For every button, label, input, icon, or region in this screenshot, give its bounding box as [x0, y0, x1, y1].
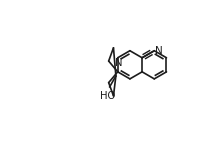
Text: N: N: [115, 58, 123, 68]
Text: N: N: [155, 46, 163, 56]
Text: HO: HO: [100, 91, 115, 101]
